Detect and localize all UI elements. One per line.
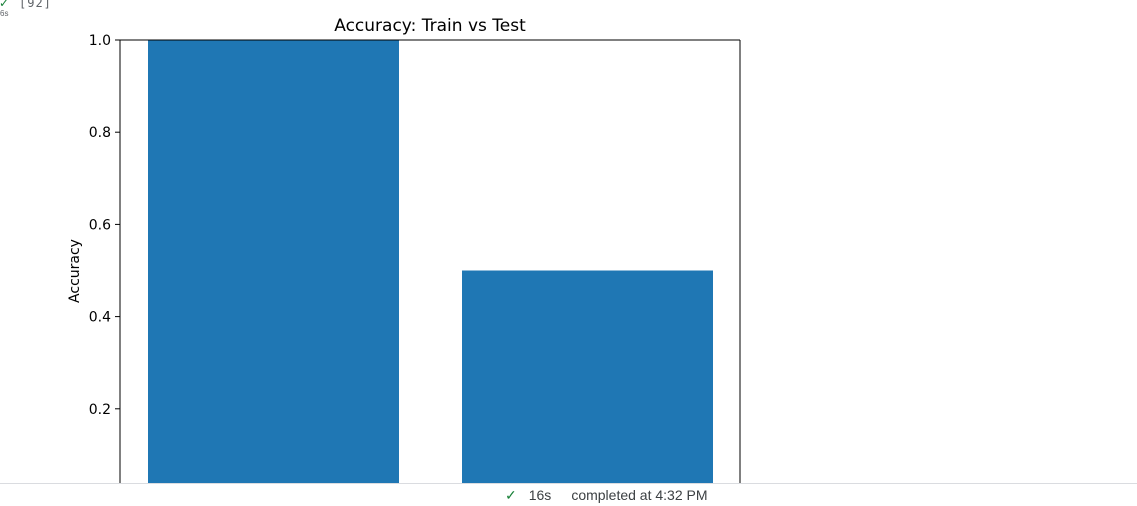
bar-chart: Accuracy: Train vs Test Accuracy 0.20.40… <box>67 16 741 483</box>
execution-count: [92] <box>19 0 52 10</box>
status-duration: 16s <box>528 487 552 503</box>
bar <box>148 40 399 483</box>
status-completed-text[interactable]: completed at 4:32 PM <box>571 487 708 503</box>
bar <box>462 270 713 483</box>
status-check-icon: ✓ <box>505 486 517 503</box>
chart-title: Accuracy: Train vs Test <box>334 16 526 36</box>
status-bar: ✓ 16s completed at 4:32 PM <box>0 483 1137 506</box>
y-tick-label: 0.2 <box>89 402 111 418</box>
y-tick-label: 0.8 <box>89 125 111 141</box>
bars-layer <box>148 40 713 483</box>
y-tick-label: 0.6 <box>89 217 111 233</box>
run-status-check-icon[interactable]: ✓ <box>0 0 10 10</box>
y-tick-label: 0.4 <box>89 310 111 326</box>
y-axis-ticks: 0.2 0.4 0.6 0.8 1.0 <box>89 33 120 418</box>
run-duration: 6s <box>0 9 9 18</box>
chart-output: Accuracy: Train vs Test Accuracy 0.2 0.4 0… <box>67 16 741 483</box>
cell-gutter: ✓ 6s [92] <box>0 0 60 22</box>
y-tick-label: 1.0 <box>89 33 111 49</box>
status-bar-content: ✓ 16s completed at 4:32 PM <box>505 486 708 504</box>
y-axis-label: Accuracy <box>67 239 83 303</box>
plot-frame <box>119 39 741 483</box>
